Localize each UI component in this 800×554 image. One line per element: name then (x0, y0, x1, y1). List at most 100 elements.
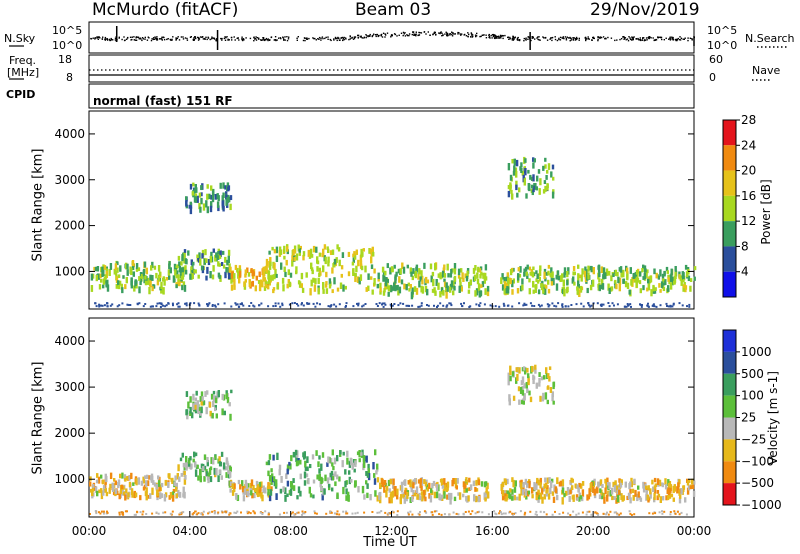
power-echo-cell (272, 289, 275, 294)
power-echo-cell (507, 163, 511, 171)
noise-point (135, 37, 137, 39)
velocity-ground-cell (663, 510, 666, 513)
velocity-echo-cell (349, 457, 352, 462)
velocity-echo-cell (392, 478, 395, 486)
power-echo-cell (511, 193, 514, 200)
velocity-echo-cell (200, 391, 204, 399)
velocity-echo-cell (186, 412, 189, 420)
power-echo-cell (216, 201, 220, 208)
power-ground-cell (345, 305, 347, 307)
power-echo-cell (317, 277, 320, 285)
power-echo-cell (501, 273, 504, 280)
velocity-echo-cell (188, 457, 191, 464)
velocity-echo-cell (506, 478, 509, 485)
noise-point (675, 39, 677, 42)
power-echo-cell (102, 284, 105, 289)
velocity-echo-cell (658, 479, 662, 487)
velocity-echo-cell (185, 409, 189, 415)
power-echo-cell (132, 271, 135, 277)
velocity-echo-cell (666, 487, 669, 495)
power-echo-cell (476, 272, 479, 279)
velocity-echo-cell (229, 488, 232, 493)
power-echo-cell (532, 162, 535, 169)
power-echo-cell (210, 185, 213, 191)
velocity-echo-cell (615, 485, 619, 490)
velocity-echo-cell (526, 483, 529, 488)
velocity-echo-cell (344, 480, 347, 488)
velocity-echo-cell (375, 470, 378, 475)
power-echo-cell (446, 285, 449, 292)
power-echo-cell (572, 271, 575, 276)
velocity-echo-cell (475, 479, 478, 485)
power-echo-cell (641, 268, 644, 273)
noise-point (669, 36, 671, 38)
power-echo-cell (524, 266, 528, 272)
power-echo-cell (265, 281, 268, 287)
power-echo-cell (545, 284, 548, 289)
velocity-echo-cell (358, 458, 361, 463)
velocity-echo-cell (378, 492, 381, 500)
noise-point (475, 35, 477, 38)
power-ground-cell (198, 303, 201, 306)
noise-point (258, 38, 260, 40)
power-echo-cell (232, 275, 235, 283)
noise-point (376, 33, 378, 36)
nsky-label: N.Sky (4, 32, 36, 45)
velocity-echo-cell (544, 392, 548, 400)
velocity-echo-cell (400, 494, 403, 499)
power-echo-cell (194, 184, 197, 189)
power-ground-cell (498, 305, 501, 308)
noise-point (318, 38, 320, 40)
velocity-echo-cell (205, 406, 208, 415)
power-echo-cell (183, 284, 187, 292)
velocity-ground-cell (519, 510, 522, 513)
velocity-echo-cell (272, 476, 276, 482)
velocity-echo-cell (615, 497, 618, 504)
power-echo-cell (322, 265, 325, 273)
noise-point (320, 39, 322, 41)
velocity-ground-cell (207, 512, 210, 515)
power-ground-cell (436, 304, 439, 307)
noise-point (586, 38, 588, 40)
noise-point (279, 37, 282, 39)
noise-point (171, 38, 173, 41)
noise-point (654, 39, 657, 41)
power-echo-cell (160, 281, 163, 290)
velocity-echo-cell (618, 478, 621, 483)
power-echo-cell (149, 274, 152, 281)
noise-point (507, 36, 510, 38)
power-ground-cell (408, 305, 411, 307)
power-ground-cell (589, 305, 592, 308)
power-ground-cell (240, 302, 243, 305)
power-echo-cell (310, 267, 314, 272)
power-ground-cell (588, 304, 591, 307)
velocity-echo-cell (100, 492, 104, 500)
velocity-echo-cell (682, 485, 685, 492)
power-echo-cell (116, 267, 119, 273)
noise-point (296, 37, 298, 39)
noise-point (490, 34, 492, 37)
velocity-echo-cell (665, 495, 668, 501)
noise-point (454, 33, 456, 35)
velocity-echo-cell (516, 373, 519, 381)
velocity-echo-cell (607, 490, 610, 497)
noise-point (628, 36, 630, 38)
noise-point (359, 36, 361, 38)
power-echo-cell (614, 269, 618, 277)
power-echo-cell (269, 261, 272, 267)
velocity-echo-cell (108, 487, 111, 494)
velocity-echo-cell (417, 479, 421, 484)
velocity-ground-cell (502, 512, 505, 515)
velocity-echo-cell (462, 493, 465, 498)
noise-point (182, 38, 185, 40)
power-echo-cell (450, 268, 453, 275)
noise-point (121, 38, 123, 41)
power-echo-cell (254, 285, 257, 292)
velocity-echo-cell (556, 477, 559, 485)
power-echo-cell (645, 271, 648, 278)
noise-left-tick-top: 10^5 (52, 24, 83, 37)
velocity-echo-cell (203, 465, 207, 471)
power-echo-cell (510, 189, 513, 194)
power-echo-cell (106, 284, 110, 292)
velocity-echo-cell (348, 460, 352, 468)
